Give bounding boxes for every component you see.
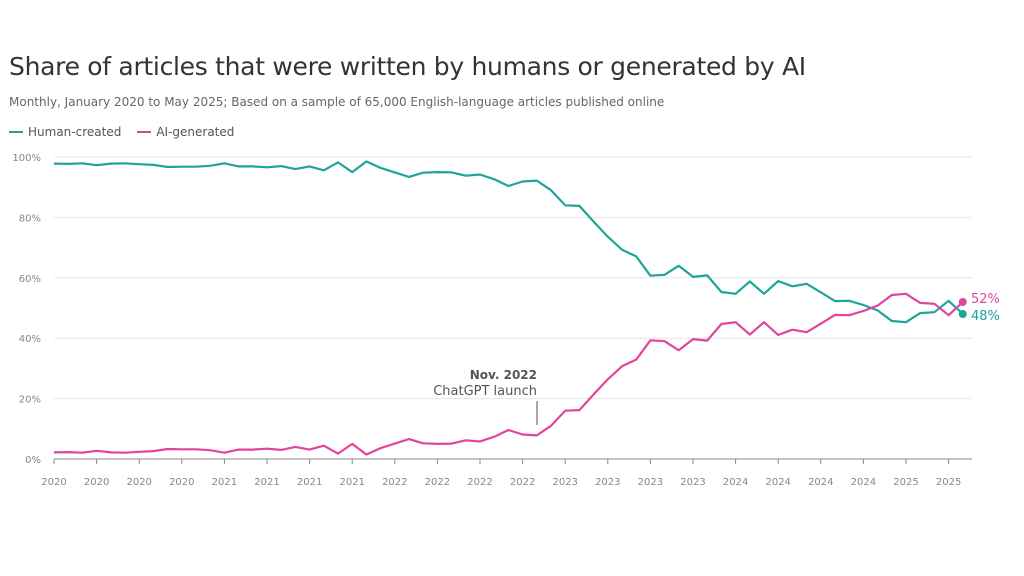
series-lines <box>53 160 967 456</box>
legend: Human-created AI-generated <box>9 125 234 139</box>
x-tick-label: 2024 <box>851 477 876 488</box>
x-tick-label: 2025 <box>936 477 961 488</box>
annotation-text: ChatGPT launch <box>433 384 537 399</box>
x-tick-label: 2020 <box>169 477 194 488</box>
x-tick-label: 2022 <box>467 477 492 488</box>
legend-swatch-ai <box>137 131 152 133</box>
y-tick-label: 60% <box>19 274 41 285</box>
chart-title: Share of articles that were written by h… <box>9 52 806 81</box>
x-tick-label: 2020 <box>84 477 109 488</box>
end-labels: 52% 48% <box>971 292 1000 324</box>
chart-subtitle: Monthly, January 2020 to May 2025; Based… <box>9 95 665 109</box>
legend-item-ai: AI-generated <box>137 125 234 139</box>
x-tick-label: 2020 <box>41 477 66 488</box>
y-tick-label: 0% <box>25 455 41 466</box>
y-tick-label: 20% <box>19 395 41 406</box>
x-tick-label: 2022 <box>425 477 450 488</box>
legend-swatch-human <box>9 131 23 133</box>
x-tick-label: 2021 <box>339 477 364 488</box>
x-tick-label: 2022 <box>510 477 535 488</box>
end-point-ai <box>958 297 967 306</box>
x-tick-label: 2021 <box>254 477 279 488</box>
x-tick-label: 2021 <box>212 477 237 488</box>
y-tick-label: 40% <box>19 334 41 345</box>
annotation-title: Nov. 2022 <box>470 368 537 382</box>
x-tick-label: 2023 <box>595 477 620 488</box>
y-tick-label: 80% <box>19 213 41 224</box>
legend-item-human: Human-created <box>9 125 121 139</box>
y-axis: 0% 20% 40% 60% 80% 100% <box>12 153 41 466</box>
x-tick-label: 2020 <box>126 477 151 488</box>
x-tick-label: 2023 <box>552 477 577 488</box>
x-tick-label: 2024 <box>808 477 833 488</box>
x-tick-label: 2021 <box>297 477 322 488</box>
legend-label-human: Human-created <box>28 125 122 139</box>
end-point-human <box>958 310 967 319</box>
annotation: Nov. 2022 ChatGPT launch <box>433 368 538 425</box>
series-line-ai <box>53 292 964 456</box>
gridlines <box>54 156 972 460</box>
x-tick-label: 2025 <box>893 477 918 488</box>
legend-label-ai: AI-generated <box>156 125 235 139</box>
x-tick-label: 2024 <box>765 477 790 488</box>
x-axis: 2020 2020 2020 2020 2021 2021 2021 2021 2022 2022… <box>41 459 961 488</box>
x-tick-label: 2024 <box>723 477 748 488</box>
x-tick-label: 2023 <box>638 477 663 488</box>
y-tick-label: 100% <box>12 153 41 164</box>
x-tick-label: 2023 <box>680 477 705 488</box>
x-tick-label: 2022 <box>382 477 407 488</box>
series-line-human <box>53 160 964 324</box>
human-end-label: 48% <box>971 309 1000 324</box>
ai-end-label: 52% <box>971 292 1000 307</box>
